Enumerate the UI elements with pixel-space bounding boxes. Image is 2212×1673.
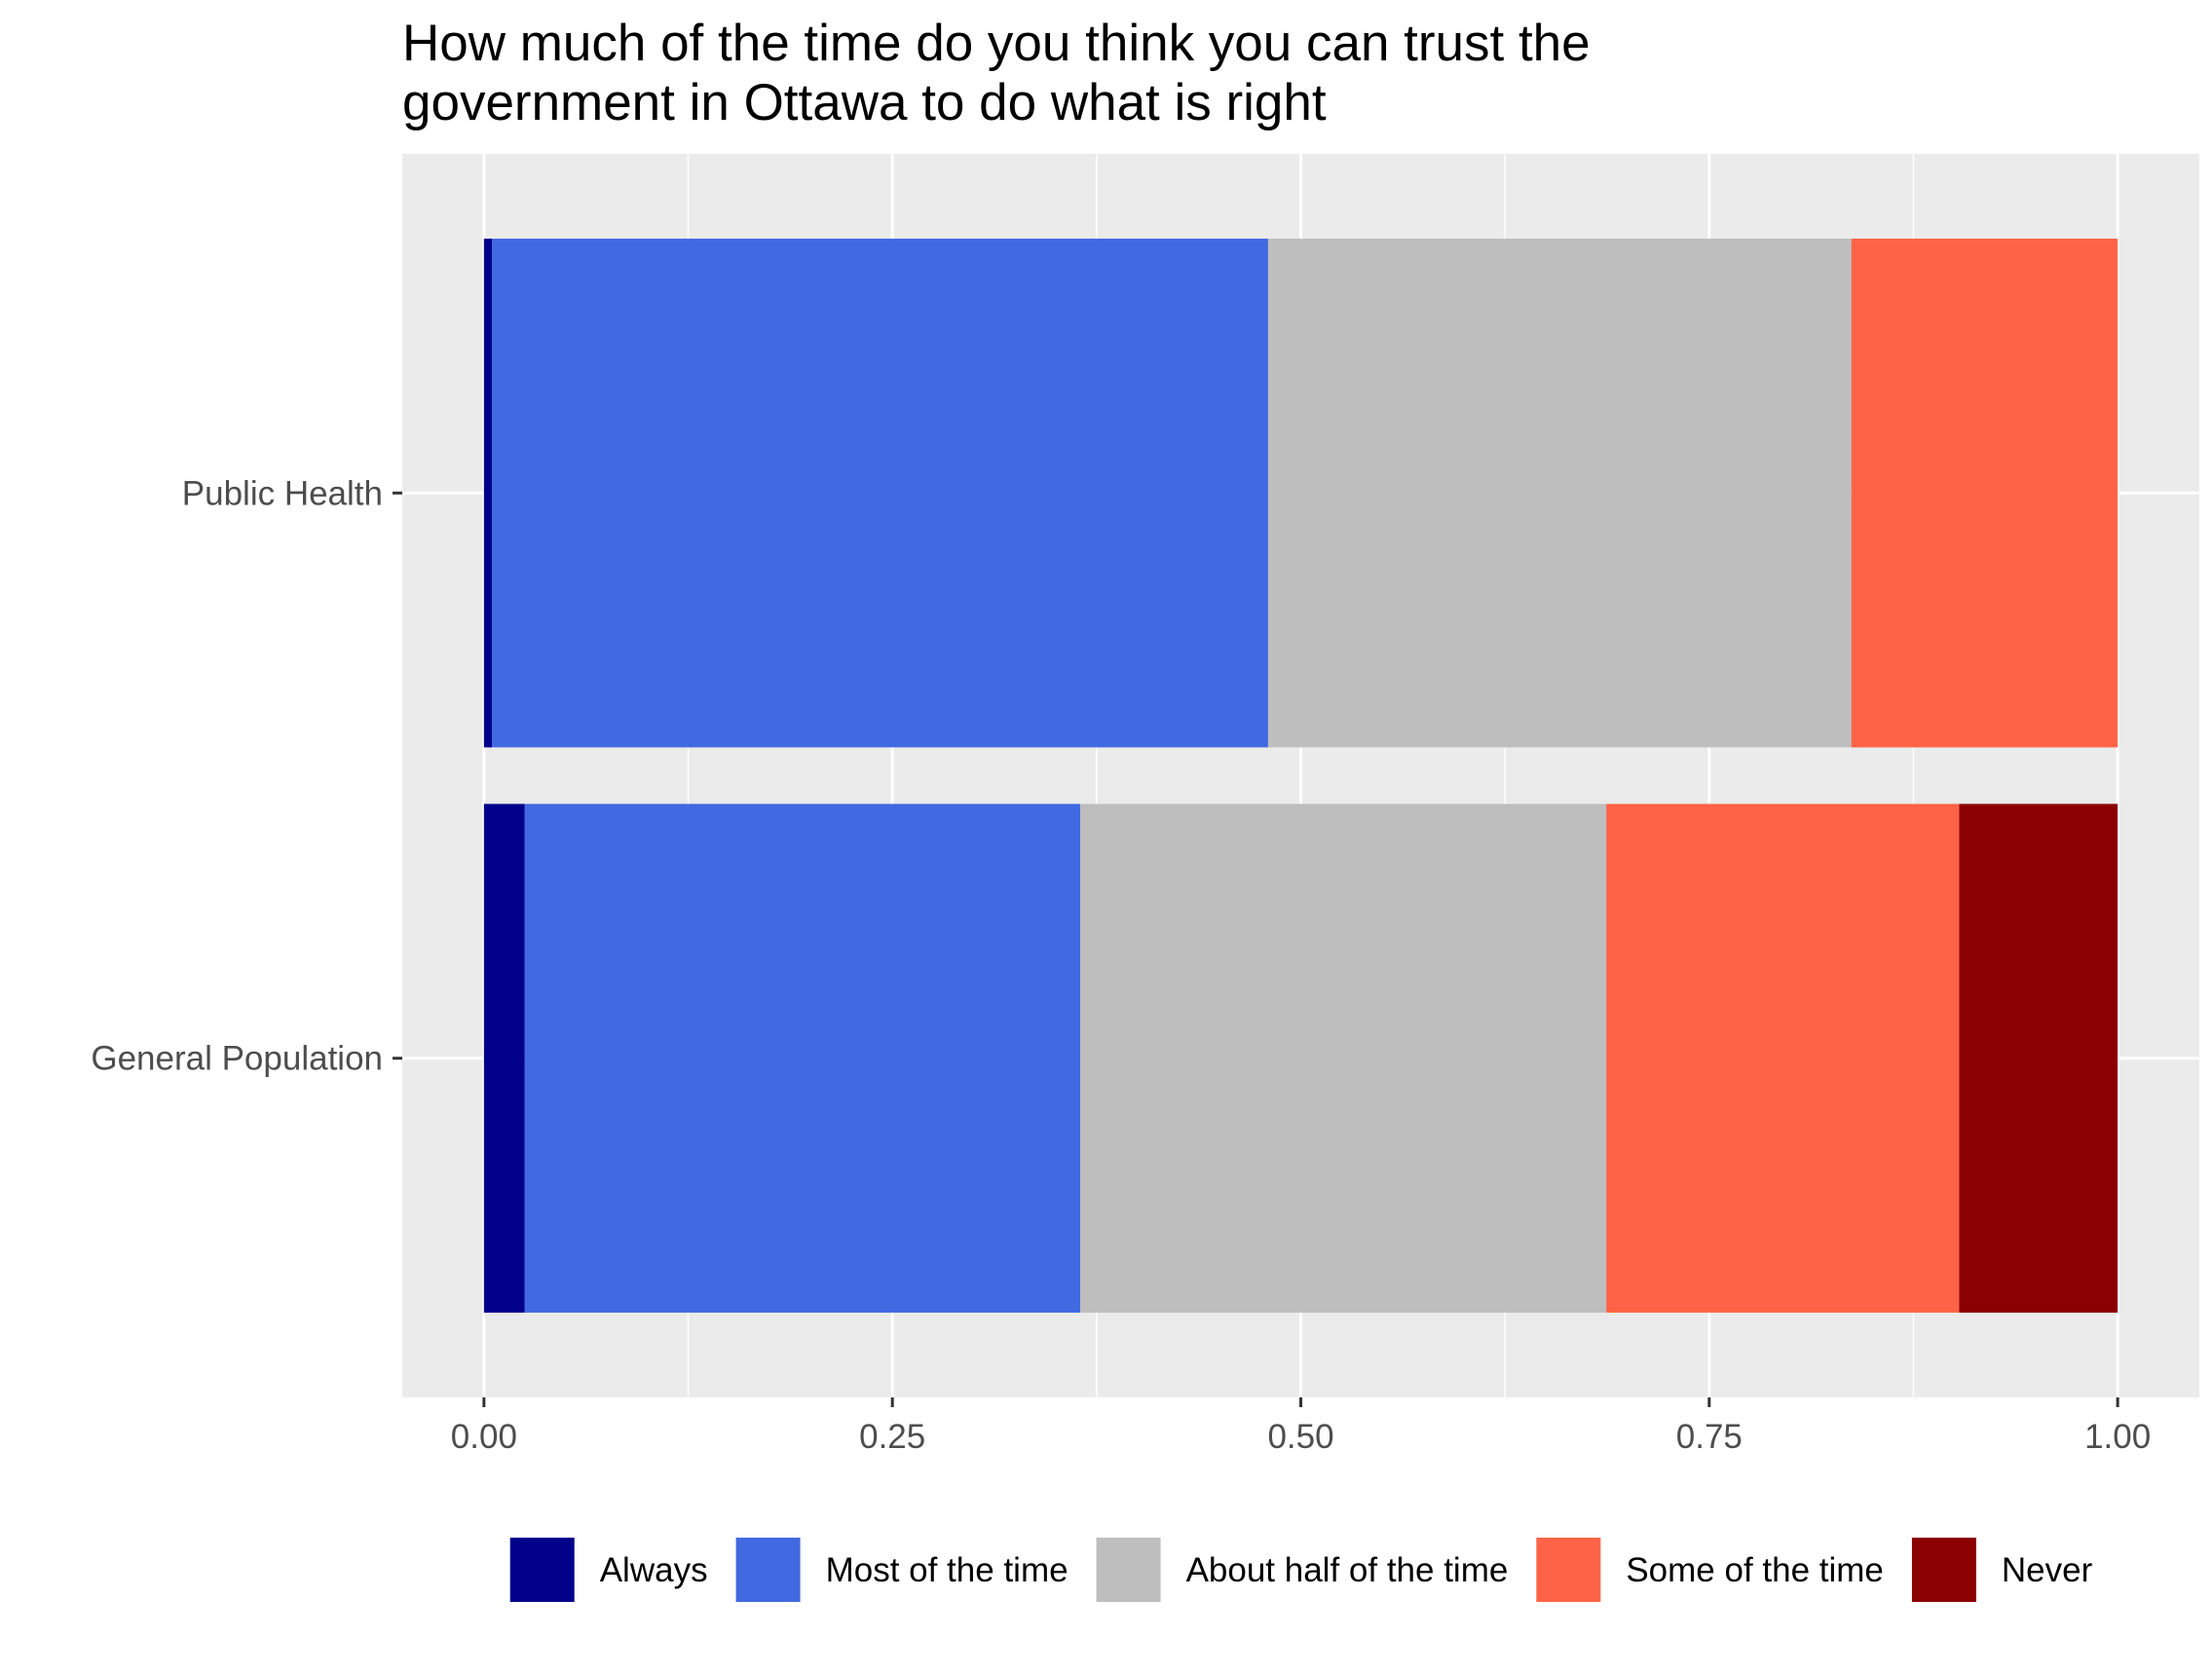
x-tick-label: 0.00 xyxy=(451,1418,517,1456)
legend-key xyxy=(1094,1536,1163,1604)
y-tick-label: General Population xyxy=(91,1040,383,1078)
x-axis: 0.00 0.25 0.50 0.75 1.00 xyxy=(451,1397,2151,1456)
bar-segment xyxy=(492,239,1268,748)
x-tick-label: 0.50 xyxy=(1267,1418,1333,1456)
legend-key xyxy=(1534,1536,1603,1604)
bar-segment xyxy=(1851,239,2118,748)
x-tick-label: 0.25 xyxy=(859,1418,925,1456)
bar-segment xyxy=(1606,803,1960,1313)
bar-segment xyxy=(1080,803,1607,1313)
x-tick-label: 0.75 xyxy=(1676,1418,1743,1456)
y-tick-label: Public Health xyxy=(182,474,383,512)
legend-label: About half of the time xyxy=(1186,1551,1509,1589)
chart-title-line-1: How much of the time do you think you ca… xyxy=(402,15,1591,72)
y-axis: Public Health General Population xyxy=(91,474,402,1078)
bar-segment xyxy=(1267,239,1852,748)
legend-key xyxy=(733,1536,803,1604)
chart-title-line-2: government in Ottawa to do what is right xyxy=(402,74,1327,131)
legend-key xyxy=(507,1536,577,1604)
legend-label: Never xyxy=(2002,1551,2093,1589)
legend-label: Some of the time xyxy=(1626,1551,1884,1589)
bar-segment xyxy=(1959,803,2118,1313)
legend: Always Most of the time About half of the … xyxy=(507,1536,2093,1604)
legend-label: Most of the time xyxy=(826,1551,1069,1589)
legend-label: Always xyxy=(600,1551,708,1589)
bar-segment xyxy=(524,803,1081,1313)
x-tick-label: 1.00 xyxy=(2084,1418,2151,1456)
bar-segment xyxy=(483,239,493,748)
bar-segment xyxy=(483,803,525,1313)
bars xyxy=(483,239,2118,1313)
legend-key xyxy=(1909,1536,1978,1604)
